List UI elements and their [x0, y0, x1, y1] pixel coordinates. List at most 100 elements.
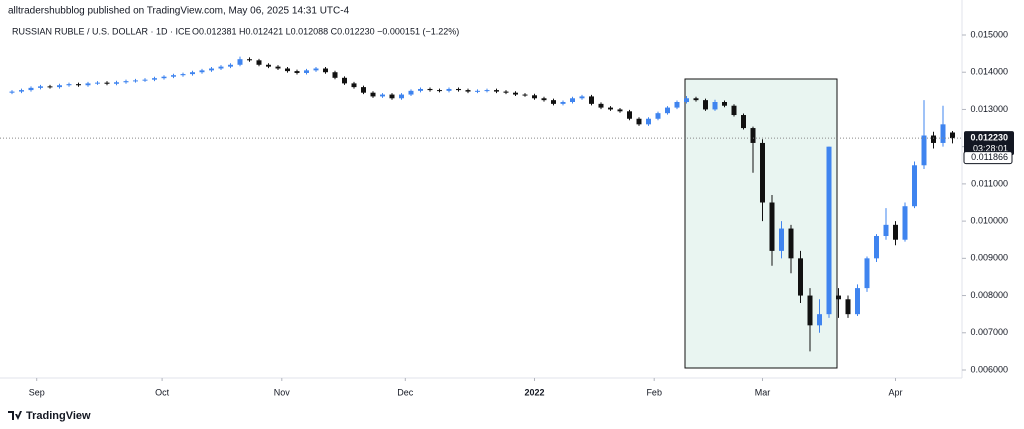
candle-body	[836, 295, 841, 300]
candle-body	[304, 70, 309, 73]
candle-body	[47, 86, 53, 88]
candle-body	[19, 90, 24, 92]
candle-body	[864, 258, 870, 289]
candle-body	[266, 64, 271, 67]
candle-body	[218, 66, 224, 69]
candle-body	[627, 111, 632, 119]
countdown: 03:28:01	[973, 143, 1008, 153]
candle-body	[456, 88, 461, 91]
candle-body	[845, 299, 851, 315]
candle-body	[9, 91, 15, 93]
candle-body	[522, 94, 528, 96]
candle-body	[427, 88, 433, 91]
candle-body	[579, 96, 585, 99]
y-tick-label: 0.013000	[970, 104, 1008, 114]
last-price-label: 0.012230	[970, 132, 1008, 142]
candle-body	[551, 100, 556, 104]
candle-body	[418, 88, 423, 91]
x-tick-label: Mar	[755, 387, 771, 397]
candle-body	[693, 98, 699, 101]
brand: TradingView	[26, 410, 91, 422]
candle-body	[190, 72, 195, 75]
candle-body	[123, 81, 129, 83]
candle-body	[408, 90, 414, 95]
candle-body	[883, 224, 889, 236]
candle-body	[570, 98, 575, 102]
candle-body	[313, 68, 319, 71]
candle-body	[161, 76, 167, 79]
candle-body	[228, 64, 233, 67]
candle-body	[646, 118, 651, 125]
candle-body	[655, 113, 661, 119]
candle-body	[171, 75, 176, 77]
candle-body	[180, 74, 186, 76]
candle-body	[760, 142, 765, 203]
x-tick-label: Nov	[274, 387, 291, 397]
candle-body	[57, 85, 62, 88]
candle-body	[285, 68, 290, 72]
candle-body	[389, 94, 395, 99]
marker-label: 0.011866	[971, 152, 1008, 162]
candle-body	[342, 77, 347, 84]
candle-body	[484, 90, 490, 92]
y-tick-label: 0.014000	[970, 67, 1008, 77]
candle-body	[237, 59, 243, 65]
y-tick-label: 0.011000	[971, 178, 1008, 188]
candle-body	[779, 228, 784, 251]
candle-body	[351, 83, 357, 88]
candle-body	[874, 236, 879, 259]
candle-body	[85, 83, 91, 86]
candle-body	[608, 107, 613, 110]
ohlc: O0.012381 H0.012421 L0.012088 C0.012230 …	[192, 26, 459, 36]
candle-body	[731, 105, 737, 116]
candle-body	[950, 132, 955, 139]
y-tick-label: 0.008000	[970, 290, 1008, 300]
y-tick-label: 0.010000	[970, 215, 1008, 225]
candle-body	[446, 88, 452, 91]
highlight-box	[684, 78, 838, 369]
candle-body	[636, 118, 642, 125]
candle-body	[494, 90, 499, 92]
candle-body	[209, 68, 214, 71]
candle-body	[437, 90, 442, 92]
candle-body	[361, 87, 366, 93]
candle-body	[560, 102, 566, 104]
x-tick-label: Feb	[646, 387, 662, 397]
x-tick-label: Dec	[397, 387, 414, 397]
candle-body	[475, 90, 480, 92]
candle-body	[788, 228, 794, 259]
candle-body	[503, 91, 509, 93]
candle-body	[28, 87, 34, 91]
candle-body	[532, 95, 537, 99]
candle-body	[741, 115, 746, 129]
candle-body	[855, 288, 860, 315]
candle-body	[380, 94, 385, 97]
candle-body	[798, 258, 803, 296]
publisher: alltradershubblog published on TradingVi…	[8, 6, 350, 17]
candle-body	[921, 135, 927, 166]
candle-body	[684, 98, 689, 102]
candle-body	[712, 102, 718, 110]
x-tick-label: Sep	[29, 387, 45, 397]
candle-body	[769, 202, 775, 251]
candle-body	[323, 68, 328, 73]
candle-body	[199, 70, 205, 73]
candle-body	[893, 224, 898, 240]
candle-body	[152, 78, 157, 80]
candle-body	[902, 206, 908, 240]
candle-body	[513, 92, 518, 95]
candle-body	[247, 59, 252, 61]
candle-body	[142, 79, 148, 81]
candle-body	[940, 124, 946, 143]
candle-body	[256, 60, 262, 65]
candle-body	[95, 82, 100, 84]
candle-body	[465, 90, 471, 92]
y-tick-label: 0.009000	[970, 253, 1008, 263]
y-tick-label: 0.007000	[970, 327, 1008, 337]
candle-body	[275, 66, 281, 69]
candle-body	[399, 94, 404, 99]
marker-box	[963, 151, 1013, 165]
candle-body	[104, 82, 110, 84]
